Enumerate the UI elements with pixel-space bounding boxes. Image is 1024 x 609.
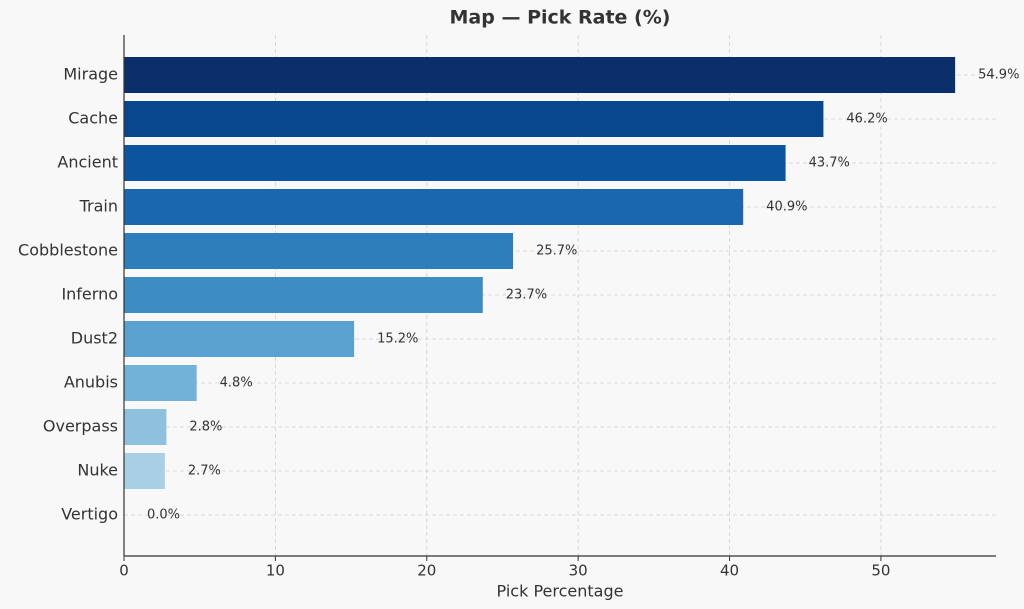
- x-tick-label: 50: [871, 562, 890, 580]
- bar: [124, 365, 197, 401]
- y-tick-label: Dust2: [71, 329, 118, 348]
- chart-title: Map — Pick Rate (%): [450, 7, 671, 29]
- bar: [124, 277, 483, 313]
- value-label: 23.7%: [506, 288, 547, 303]
- value-label: 15.2%: [377, 332, 418, 347]
- x-tick-label: 0: [119, 562, 129, 580]
- value-label: 2.7%: [188, 464, 221, 479]
- bar: [124, 321, 355, 357]
- y-tick-label: Ancient: [57, 153, 118, 172]
- value-label: 46.2%: [846, 112, 887, 127]
- y-tick-label: Inferno: [61, 285, 118, 304]
- x-tick-label: 20: [417, 562, 436, 580]
- y-tick-label: Cobblestone: [18, 241, 118, 260]
- bar: [124, 189, 744, 225]
- bar: [124, 453, 165, 489]
- y-tick-label: Mirage: [63, 65, 118, 84]
- y-tick-label: Cache: [68, 109, 118, 128]
- value-label: 4.8%: [220, 376, 253, 391]
- y-tick-label: Overpass: [43, 417, 118, 436]
- bar: [124, 409, 167, 445]
- x-tick-label: 30: [569, 562, 588, 580]
- value-label: 40.9%: [766, 200, 807, 215]
- y-tick-label: Anubis: [64, 373, 118, 392]
- bar: [124, 57, 956, 93]
- y-tick-label: Vertigo: [61, 505, 118, 524]
- x-tick-label: 40: [720, 562, 739, 580]
- value-label: 0.0%: [147, 508, 180, 523]
- bar: [124, 101, 824, 137]
- value-label: 25.7%: [536, 244, 577, 259]
- y-tick-label: Train: [79, 197, 118, 216]
- value-label: 54.9%: [978, 68, 1019, 83]
- x-tick-label: 10: [266, 562, 285, 580]
- y-tick-label: Nuke: [77, 461, 118, 480]
- x-axis-label: Pick Percentage: [497, 582, 624, 601]
- value-label: 43.7%: [809, 156, 850, 171]
- value-label: 2.8%: [189, 420, 222, 435]
- bar: [124, 145, 786, 181]
- bar: [124, 233, 514, 269]
